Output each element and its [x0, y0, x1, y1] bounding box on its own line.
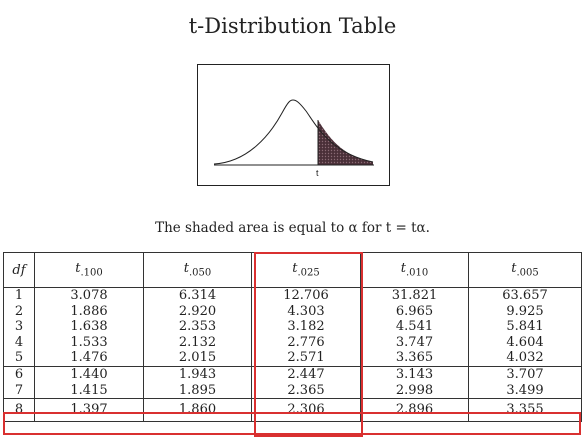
- value-cell: 2.920: [144, 304, 252, 320]
- df-cell: 2: [4, 304, 35, 320]
- value-cell: 3.499: [469, 383, 582, 399]
- table-row: 1 3.078 6.314 12.706 31.821 63.657: [4, 288, 582, 304]
- table-row: 4 1.533 2.132 2.776 3.747 4.604: [4, 335, 582, 351]
- value-cell: 2.776: [252, 335, 361, 351]
- value-cell: 2.306: [252, 399, 361, 422]
- value-cell: 3.143: [361, 366, 469, 382]
- value-cell: 4.032: [469, 350, 582, 366]
- value-cell: 5.841: [469, 319, 582, 335]
- header-col: t.010: [361, 253, 469, 288]
- df-cell: 8: [4, 399, 35, 422]
- value-cell: 4.303: [252, 304, 361, 320]
- t-distribution-figure: t: [197, 64, 390, 186]
- df-cell: 4: [4, 335, 35, 351]
- table-row: 7 1.415 1.895 2.365 2.998 3.499: [4, 383, 582, 399]
- df-cell: 5: [4, 350, 35, 366]
- table-header-row: df t.100 t.050 t.025 t.010 t.005: [4, 253, 582, 288]
- value-cell: 2.998: [361, 383, 469, 399]
- value-cell: 1.415: [35, 383, 144, 399]
- value-cell: 2.353: [144, 319, 252, 335]
- value-cell: 2.896: [361, 399, 469, 422]
- value-cell: 1.397: [35, 399, 144, 422]
- value-cell: 1.943: [144, 366, 252, 382]
- df-cell: 1: [4, 288, 35, 304]
- density-curve-plot: t: [198, 65, 391, 187]
- value-cell: 31.821: [361, 288, 469, 304]
- value-cell: 1.886: [35, 304, 144, 320]
- value-cell: 3.365: [361, 350, 469, 366]
- value-cell: 6.314: [144, 288, 252, 304]
- table-row: 8 1.397 1.860 2.306 2.896 3.355: [4, 399, 582, 422]
- df-cell: 6: [4, 366, 35, 382]
- value-cell: 4.541: [361, 319, 469, 335]
- value-cell: 3.707: [469, 366, 582, 382]
- table-row: 6 1.440 1.943 2.447 3.143 3.707: [4, 366, 582, 382]
- value-cell: 1.440: [35, 366, 144, 382]
- df-cell: 3: [4, 319, 35, 335]
- df-cell: 7: [4, 383, 35, 399]
- header-col: t.100: [35, 253, 144, 288]
- value-cell: 12.706: [252, 288, 361, 304]
- value-cell: 3.747: [361, 335, 469, 351]
- table-row: 2 1.886 2.920 4.303 6.965 9.925: [4, 304, 582, 320]
- value-cell: 2.447: [252, 366, 361, 382]
- value-cell: 3.078: [35, 288, 144, 304]
- value-cell: 2.571: [252, 350, 361, 366]
- t-distribution-table: df t.100 t.050 t.025 t.010 t.005 1 3.078 6…: [3, 252, 582, 422]
- density-curve: [214, 100, 373, 164]
- t-axis-label: t: [316, 168, 319, 178]
- value-cell: 1.476: [35, 350, 144, 366]
- value-cell: 63.657: [469, 288, 582, 304]
- value-cell: 2.132: [144, 335, 252, 351]
- header-col: t.050: [144, 253, 252, 288]
- value-cell: 2.015: [144, 350, 252, 366]
- shaded-tail-area: [318, 120, 373, 165]
- header-col: t.005: [469, 253, 582, 288]
- value-cell: 1.533: [35, 335, 144, 351]
- header-col: t.025: [252, 253, 361, 288]
- value-cell: 1.638: [35, 319, 144, 335]
- value-cell: 4.604: [469, 335, 582, 351]
- header-df: df: [4, 253, 35, 288]
- value-cell: 3.182: [252, 319, 361, 335]
- value-cell: 1.860: [144, 399, 252, 422]
- value-cell: 6.965: [361, 304, 469, 320]
- value-cell: 3.355: [469, 399, 582, 422]
- value-cell: 1.895: [144, 383, 252, 399]
- value-cell: 9.925: [469, 304, 582, 320]
- page-title: t-Distribution Table: [0, 14, 585, 38]
- table-row: 3 1.638 2.353 3.182 4.541 5.841: [4, 319, 582, 335]
- figure-caption: The shaded area is equal to α for t = tα…: [0, 220, 585, 236]
- table-row: 5 1.476 2.015 2.571 3.365 4.032: [4, 350, 582, 366]
- value-cell: 2.365: [252, 383, 361, 399]
